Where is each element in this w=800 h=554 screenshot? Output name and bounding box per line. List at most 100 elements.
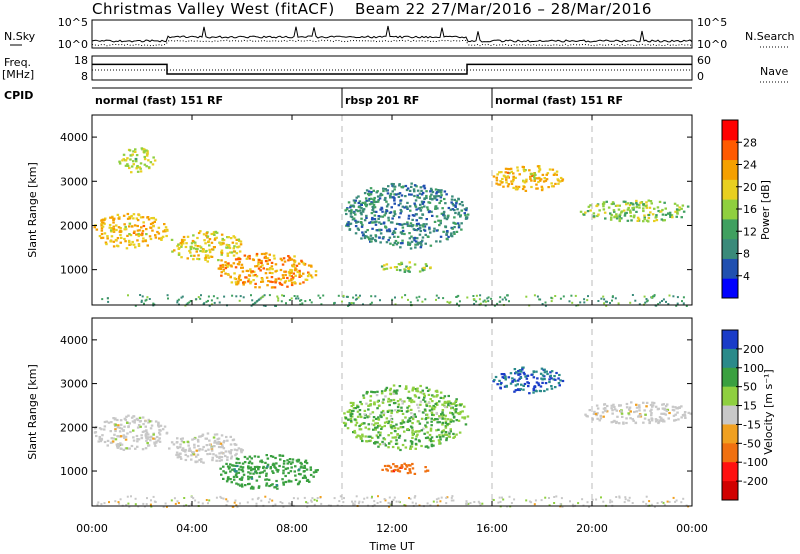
echo-cell [283, 460, 286, 463]
echo-cell [503, 175, 507, 178]
echo-cell [184, 453, 187, 456]
echo-cell [100, 428, 103, 431]
echo-cell [663, 412, 666, 415]
echo-cell [397, 447, 400, 450]
echo-cell [438, 434, 441, 437]
echo-cell [493, 378, 496, 382]
echo-cell [379, 215, 382, 218]
echo-cell [135, 233, 138, 236]
echo-cell [158, 440, 162, 443]
echo-cell [146, 497, 148, 500]
echo-cell [430, 411, 434, 414]
echo-cell [189, 245, 192, 248]
power-echoes [93, 147, 690, 307]
echo-cell [239, 243, 243, 246]
echo-cell [238, 239, 241, 242]
echo-cell [426, 502, 429, 505]
echo-cell [264, 478, 267, 481]
echo-cell [438, 415, 441, 418]
echo-cell [394, 227, 397, 230]
colorbar-tick-label: -50 [743, 437, 761, 450]
echo-cell [437, 189, 440, 192]
echo-cell [638, 203, 641, 207]
echo-cell [413, 190, 416, 193]
echo-cell [397, 263, 401, 266]
echo-cell [123, 436, 126, 439]
echo-cell [461, 410, 464, 413]
echo-cell [268, 253, 271, 256]
echo-cell [382, 187, 385, 190]
echo-cell [457, 213, 460, 216]
echo-cell [134, 150, 137, 153]
echo-cell [120, 236, 123, 239]
echo-cell [275, 279, 278, 282]
echo-cell [651, 401, 654, 404]
echo-cell [147, 166, 151, 169]
echo-cell [128, 149, 132, 152]
echo-cell [533, 179, 536, 182]
echo-cell [112, 417, 115, 420]
echo-cell [662, 219, 665, 222]
echo-cell [298, 275, 301, 278]
echo-cell [678, 406, 681, 409]
echo-cell [538, 179, 542, 182]
echo-cell [199, 230, 202, 233]
echo-cell [418, 233, 422, 236]
echo-cell [380, 392, 384, 395]
echo-cell [354, 199, 357, 202]
echo-cell [356, 410, 360, 413]
echo-cell [361, 234, 365, 237]
echo-cell [123, 228, 126, 231]
echo-cell [349, 419, 353, 422]
echo-cell [222, 497, 225, 500]
echo-cell [384, 188, 387, 191]
echo-cell [684, 416, 687, 419]
echo-cell [232, 254, 236, 257]
echo-cell [605, 304, 608, 307]
echo-cell [296, 497, 299, 500]
echo-cell [416, 189, 420, 192]
echo-cell [274, 456, 277, 460]
echo-cell [273, 286, 277, 289]
echo-cell [539, 372, 543, 375]
echo-cell [419, 391, 422, 394]
echo-cell [381, 237, 385, 240]
echo-cell [119, 227, 122, 230]
echo-cell [508, 495, 511, 498]
echo-cell [154, 420, 158, 423]
echo-cell [631, 418, 634, 421]
echo-cell [385, 386, 389, 389]
echo-cell [650, 419, 654, 422]
echo-cell [408, 232, 411, 235]
colorbar-tick-label: 24 [743, 159, 757, 172]
colorbar-tick-label: 4 [743, 270, 750, 283]
echo-cell [136, 440, 139, 443]
echo-cell [420, 193, 424, 196]
echo-cell [375, 394, 379, 397]
echo-cell [175, 451, 179, 454]
echo-cell [282, 469, 285, 472]
echo-cell [303, 470, 306, 473]
echo-cell [635, 202, 638, 205]
echo-cell [146, 296, 149, 299]
echo-cell [569, 500, 571, 503]
echo-cell [490, 297, 493, 300]
echo-cell [372, 403, 376, 406]
echo-cell [516, 169, 520, 172]
echo-cell [439, 396, 443, 399]
echo-cell [294, 478, 298, 481]
echo-cell [615, 420, 618, 423]
echo-cell [218, 455, 222, 458]
echo-cell [116, 435, 119, 438]
echo-cell [224, 264, 227, 267]
echo-cell [254, 282, 257, 285]
echo-cell [224, 261, 227, 264]
echo-cell [201, 250, 205, 253]
echo-cell [222, 441, 225, 444]
echo-cell [316, 469, 319, 472]
echo-cell [386, 410, 390, 413]
echo-cell [421, 389, 424, 392]
echo-cell [280, 300, 283, 303]
colorbar-tick-label: -15 [743, 418, 761, 431]
